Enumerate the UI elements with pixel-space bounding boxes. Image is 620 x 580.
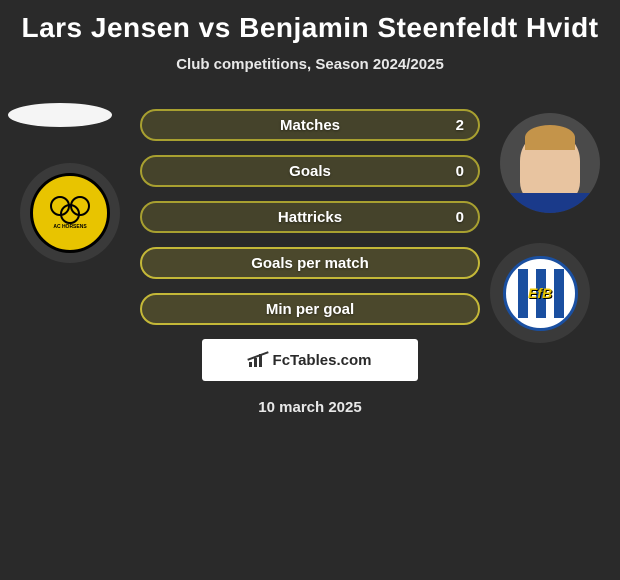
- stat-row: Goals per match: [140, 247, 480, 279]
- player-left-placeholder: [8, 103, 112, 127]
- player-right-photo: [500, 113, 600, 213]
- branding-box: FcTables.com: [202, 339, 418, 381]
- stat-row: Hattricks 0: [140, 201, 480, 233]
- club-left-rings-icon: [50, 196, 90, 222]
- stat-value-right: 0: [456, 163, 464, 180]
- stat-label: Hattricks: [278, 209, 342, 226]
- subtitle: Club competitions, Season 2024/2025: [0, 56, 620, 73]
- stat-row: Min per goal: [140, 293, 480, 325]
- club-left-logo: AC HORSENS: [30, 173, 110, 253]
- stat-label: Matches: [280, 117, 340, 134]
- stat-row: Goals 0: [140, 155, 480, 187]
- club-left-label: AC HORSENS: [53, 224, 86, 230]
- branding-text: FcTables.com: [273, 352, 372, 369]
- player-face-icon: [520, 133, 580, 203]
- stat-label: Goals: [289, 163, 331, 180]
- club-badge-left: AC HORSENS: [20, 163, 120, 263]
- chart-icon: [249, 353, 267, 367]
- stat-label: Min per goal: [266, 301, 354, 318]
- stat-row: Matches 2: [140, 109, 480, 141]
- page-title: Lars Jensen vs Benjamin Steenfeldt Hvidt: [0, 0, 620, 44]
- stats-table: Matches 2 Goals 0 Hattricks 0 Goals per match M…: [140, 103, 480, 325]
- club-right-logo: EfB: [503, 256, 578, 331]
- club-badge-right: EfB: [490, 243, 590, 343]
- stat-label: Goals per match: [251, 255, 369, 272]
- club-right-label: EfB: [528, 285, 552, 301]
- date-label: 10 march 2025: [0, 399, 620, 416]
- stat-value-right: 0: [456, 209, 464, 226]
- comparison-content: AC HORSENS EfB Matches2Goals0Hattricks0G…: [0, 103, 620, 416]
- stat-value-right: 2: [456, 117, 464, 134]
